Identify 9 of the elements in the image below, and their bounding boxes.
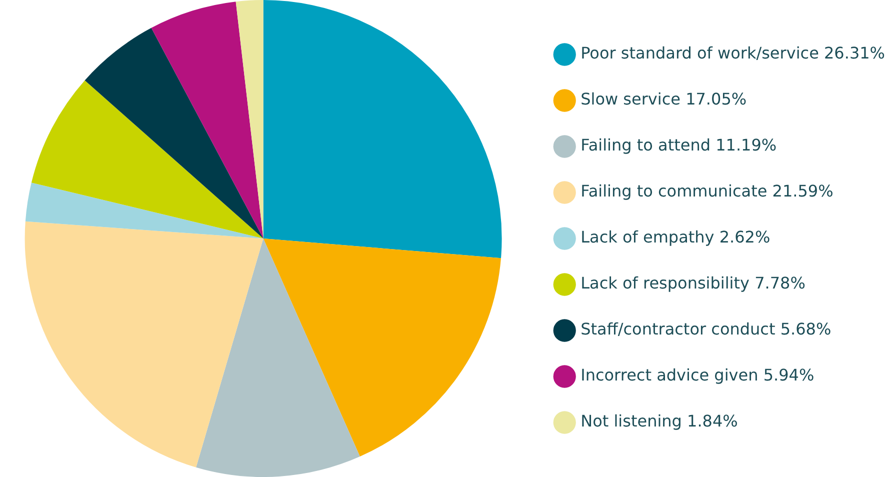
legend-label: Slow service 17.05% (580, 90, 747, 109)
legend-label: Lack of empathy 2.62% (580, 228, 770, 247)
legend-label: Lack of responsibility 7.78% (580, 274, 806, 293)
legend-label: Failing to communicate 21.59% (580, 182, 834, 201)
legend-label: Incorrect advice given 5.94% (580, 366, 814, 385)
legend-label: Poor standard of work/service 26.31% (580, 44, 886, 63)
legend-label: Failing to attend 11.19% (580, 136, 777, 155)
legend-label: Staff/contractor conduct 5.68% (580, 320, 832, 339)
legend-label: Not listening 1.84% (580, 412, 738, 431)
